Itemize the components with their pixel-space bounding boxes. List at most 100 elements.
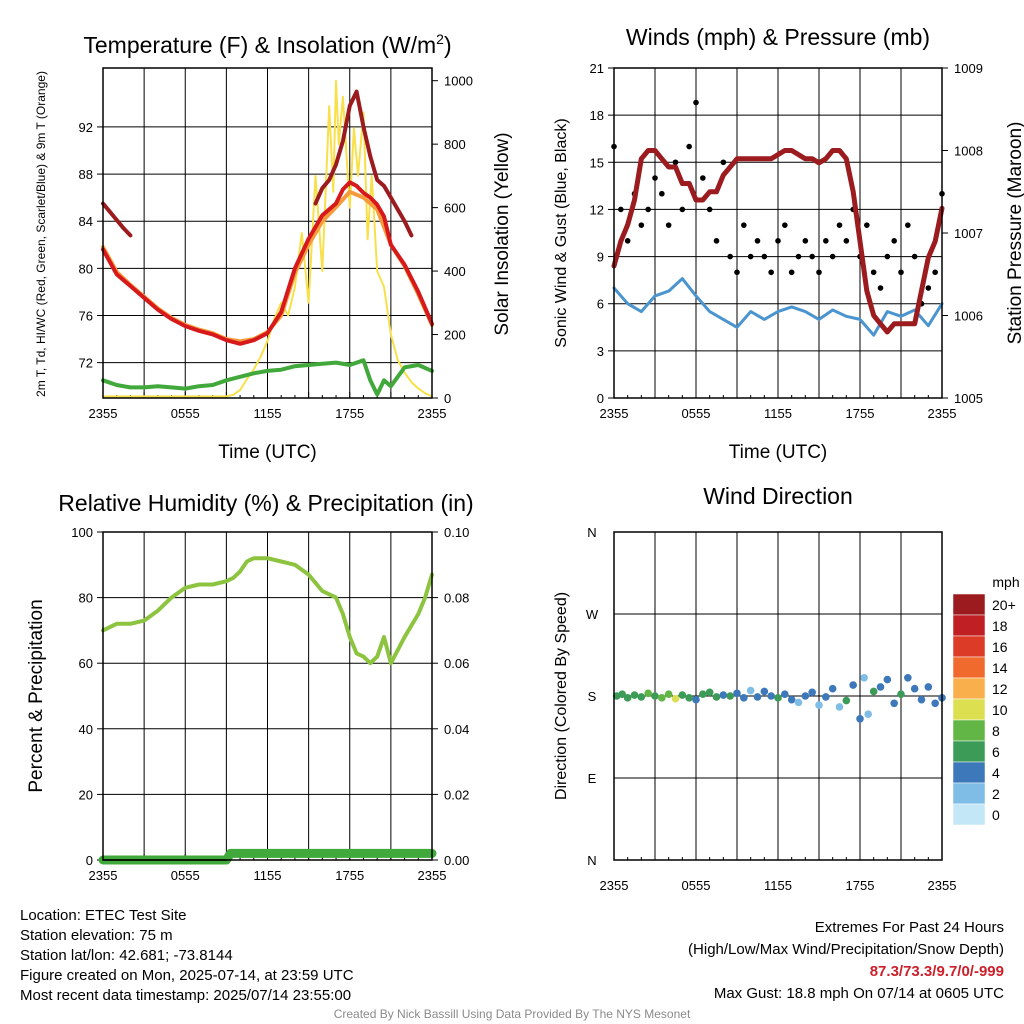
x-tick-label: 1155 [764, 878, 792, 893]
y2-tick-label: 1008 [954, 144, 983, 159]
direction-point [623, 694, 632, 702]
legend-swatch [952, 740, 986, 763]
extremes-box: Extremes For Past 24 Hours (High/Low/Max… [688, 917, 1004, 1005]
y-tick-label: N [587, 853, 596, 868]
direction-point [637, 693, 646, 701]
x-tick-label: 2355 [89, 868, 118, 883]
station-info: Location: ETEC Test Site Station elevati… [20, 906, 354, 1006]
y-tick-label: 80 [79, 591, 93, 606]
gust-point [891, 238, 897, 244]
y-tick-label: 40 [79, 722, 93, 737]
credit-line: Created By Nick Bassill Using Data Provi… [333, 1007, 691, 1021]
y2-tick-label: 200 [444, 328, 466, 343]
y-tick-label: 92 [79, 120, 93, 135]
gust-point [843, 238, 850, 244]
series-line-humidity [101, 556, 434, 666]
gust-point [747, 253, 754, 260]
legend-label: 0 [992, 807, 1000, 823]
direction-point [815, 701, 823, 709]
gust-point [816, 269, 822, 276]
plot-frame [613, 531, 943, 861]
legend-label: 14 [992, 660, 1008, 676]
direction-point [746, 686, 755, 695]
legend-swatch [952, 635, 986, 658]
plot-frame [613, 67, 943, 399]
y-tick-label: 18 [590, 108, 604, 123]
direction-point [685, 694, 693, 702]
direction-point [897, 690, 905, 698]
y2-tick-label: 0.00 [444, 853, 469, 868]
y2-tick-label: 1000 [444, 74, 473, 89]
x-tick-label: 2355 [928, 878, 957, 893]
direction-point [726, 692, 734, 700]
gust-point [768, 269, 774, 276]
legend-label: 4 [992, 765, 1000, 781]
legend-label: 8 [992, 723, 1000, 739]
gust-point [788, 269, 795, 276]
series-line-pressure [611, 148, 945, 335]
direction-point [774, 694, 782, 702]
y-tick-label: 84 [79, 214, 93, 229]
y-axis-label: Percent & Precipitation [26, 599, 47, 792]
gust-point [884, 253, 891, 260]
max-gust: Max Gust: 18.8 mph On 07/14 at 0605 UTC [713, 985, 1004, 1002]
direction-point [931, 699, 939, 708]
y2-tick-label: 1009 [954, 61, 983, 76]
direction-point [801, 692, 810, 700]
gust-point [836, 222, 843, 228]
gust-point [754, 238, 761, 244]
legend-label: 2 [992, 786, 1000, 802]
x-tick-label: 1755 [846, 406, 875, 421]
gust-point [877, 285, 884, 291]
x-tick-label: 0555 [171, 868, 200, 883]
y-axis-label: Sonic Wind & Gust (Blue, Black) [553, 118, 570, 347]
legend-title: mph [992, 574, 1019, 590]
plot-frame [102, 531, 433, 861]
direction-point [856, 714, 864, 723]
y-tick-label: 80 [79, 261, 93, 276]
direction-point [842, 696, 851, 705]
y-tick-label: S [588, 689, 597, 704]
y-tick-label: 100 [71, 525, 93, 540]
gust-point [802, 238, 809, 244]
gust-point [720, 159, 727, 166]
legend-swatch [952, 677, 986, 700]
series-line-heat-index [313, 89, 414, 238]
direction-point [767, 692, 775, 700]
gust-point [741, 222, 747, 228]
y2-tick-label: 0.10 [444, 525, 469, 540]
gust-point [925, 285, 932, 291]
direction-point [671, 694, 680, 703]
x-tick-label: 1155 [254, 406, 282, 421]
direction-point [787, 695, 796, 704]
chart-title-winds: Winds (mph) & Pressure (mb) [626, 24, 930, 50]
gust-point [624, 238, 631, 244]
direction-point [705, 688, 714, 697]
gust-point [775, 238, 781, 244]
y-tick-label: 21 [590, 61, 604, 76]
direction-point [860, 673, 868, 682]
gust-point [870, 269, 877, 276]
gust-point [679, 206, 686, 213]
y2-tick-label: 800 [444, 137, 466, 152]
legend-label: 18 [992, 618, 1008, 634]
x-axis-label: Time (UTC) [729, 442, 828, 463]
y2-tick-label: 0 [444, 391, 451, 406]
y-tick-label: 6 [597, 297, 604, 312]
figure-created: Figure created on Mon, 2025-07-14, at 23… [20, 967, 354, 984]
legend-swatch [952, 719, 986, 742]
direction-point [917, 695, 926, 704]
y2-tick-label: 600 [444, 201, 466, 216]
direction-point [835, 703, 844, 711]
direction-point [822, 693, 830, 701]
y-tick-label: 20 [79, 787, 93, 802]
recent-timestamp: Most recent data timestamp: 2025/07/14 2… [20, 987, 352, 1004]
direction-point [644, 689, 652, 698]
direction-point [658, 694, 666, 702]
direction-point [719, 691, 728, 699]
gust-point [727, 253, 733, 260]
direction-point [876, 683, 885, 691]
direction-point [664, 690, 673, 698]
y-tick-label: N [587, 525, 596, 540]
